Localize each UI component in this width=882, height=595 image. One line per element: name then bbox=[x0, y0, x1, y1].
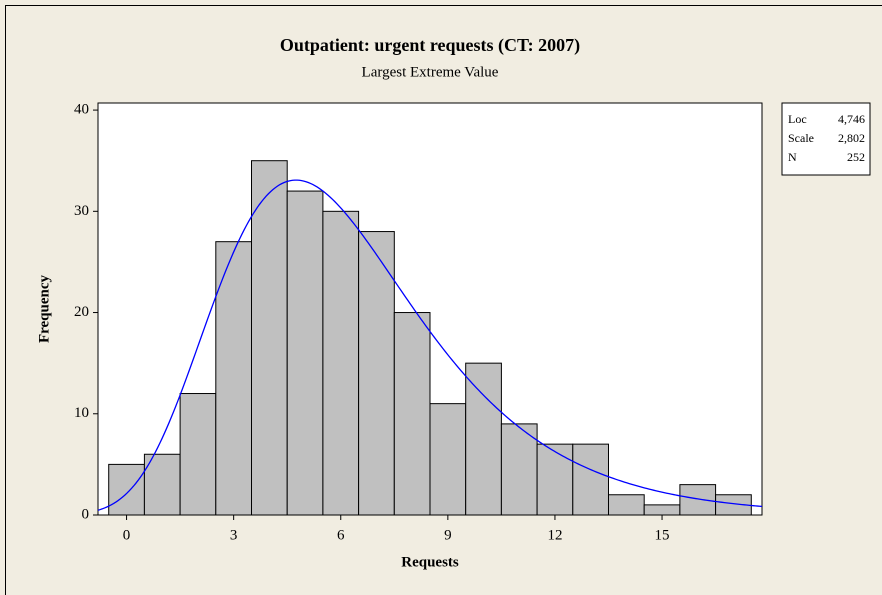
bar bbox=[536, 443, 574, 516]
bar bbox=[286, 190, 324, 516]
y-axis-label: Frequency bbox=[36, 274, 52, 343]
bar bbox=[643, 504, 681, 516]
stats-name: Loc bbox=[788, 112, 807, 126]
bar bbox=[607, 494, 645, 516]
bar bbox=[215, 241, 253, 516]
y-tick-label: 30 bbox=[74, 203, 89, 219]
chart-subtitle: Largest Extreme Value bbox=[362, 64, 499, 80]
bar bbox=[143, 453, 181, 516]
chart-title: Outpatient: urgent requests (CT: 2007) bbox=[280, 35, 580, 56]
stats-value: 4,746 bbox=[838, 112, 865, 126]
bar bbox=[500, 423, 538, 516]
bar bbox=[572, 443, 609, 516]
stats-name: Scale bbox=[788, 131, 814, 145]
x-tick-label: 6 bbox=[337, 527, 345, 543]
bar bbox=[108, 463, 145, 516]
bar bbox=[393, 312, 431, 516]
y-tick-label: 20 bbox=[74, 304, 89, 320]
bar bbox=[679, 484, 717, 516]
x-tick-label: 3 bbox=[230, 527, 238, 543]
bar bbox=[465, 362, 502, 516]
stats-value: 2,802 bbox=[838, 131, 865, 145]
bar bbox=[322, 210, 360, 516]
y-tick-label: 10 bbox=[74, 405, 89, 421]
stats-box bbox=[781, 102, 871, 176]
stats-name: N bbox=[788, 150, 797, 164]
y-tick-label: 40 bbox=[74, 102, 89, 118]
stats-value: 252 bbox=[847, 150, 865, 164]
bar bbox=[429, 403, 467, 516]
fit-curve bbox=[97, 179, 763, 511]
y-tick-label: 0 bbox=[82, 506, 90, 522]
x-axis-label: Requests bbox=[401, 554, 459, 570]
x-tick-label: 15 bbox=[655, 527, 670, 543]
x-tick-label: 9 bbox=[444, 527, 452, 543]
bar bbox=[251, 160, 288, 516]
x-tick-label: 12 bbox=[547, 527, 562, 543]
x-tick-label: 0 bbox=[123, 527, 131, 543]
bar bbox=[358, 231, 395, 516]
bar bbox=[179, 393, 217, 516]
